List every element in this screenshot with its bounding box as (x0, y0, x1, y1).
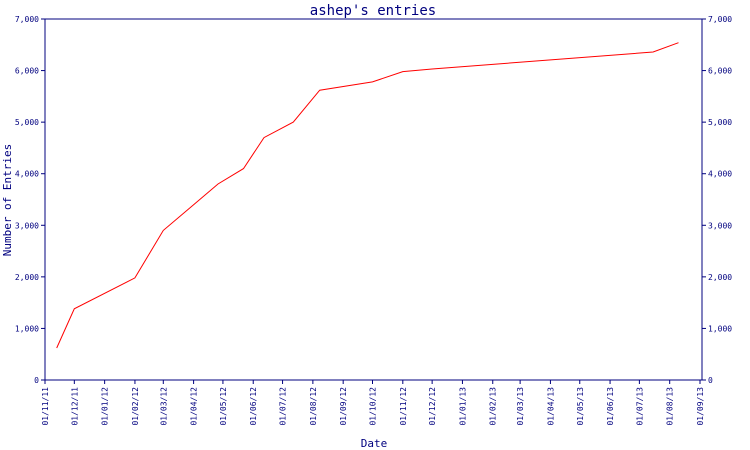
x-axis-label: Date (361, 437, 388, 450)
y-tick-label-left: 4,000 (15, 170, 39, 179)
x-tick-label: 01/05/13 (576, 387, 585, 426)
chart-title: ashep's entries (310, 3, 436, 19)
x-tick-label: 01/08/13 (666, 387, 675, 426)
x-tick-label: 01/11/12 (399, 387, 408, 426)
y-tick-label-right: 0 (708, 376, 713, 385)
x-tick-label: 01/10/12 (369, 387, 378, 426)
x-tick-label: 01/07/13 (635, 387, 644, 426)
y-tick-label-left: 5,000 (15, 118, 39, 127)
y-tick-label-left: 7,000 (15, 15, 39, 24)
x-tick-label: 01/04/13 (546, 387, 555, 426)
y-tick-label-left: 2,000 (15, 273, 39, 282)
plot-frame (44, 18, 703, 381)
y-tick-label-right: 5,000 (708, 118, 732, 127)
y-axis-label: Number of Entries (1, 144, 14, 257)
x-tick-label: 01/01/13 (458, 387, 467, 426)
x-tick-label: 01/05/12 (219, 387, 228, 426)
x-tick-label: 01/03/12 (159, 387, 168, 426)
x-tick-label: 01/09/12 (339, 387, 348, 426)
x-tick-label: 01/02/12 (131, 387, 140, 426)
y-tick-label-right: 4,000 (708, 170, 732, 179)
x-tick-label: 01/08/12 (309, 387, 318, 426)
x-tick-label: 01/01/12 (101, 387, 110, 426)
y-tick-label-right: 2,000 (708, 273, 732, 282)
y-tick-label-left: 0 (34, 376, 39, 385)
x-tick-label: 01/11/11 (41, 387, 50, 426)
x-tick-label: 01/03/13 (516, 387, 525, 426)
x-tick-label: 01/02/13 (489, 387, 498, 426)
y-tick-label-left: 6,000 (15, 67, 39, 76)
x-tick-label: 01/07/12 (279, 387, 288, 426)
x-tick-label: 01/09/13 (696, 387, 705, 426)
y-tick-label-right: 3,000 (708, 221, 732, 230)
x-tick-label: 01/06/12 (249, 387, 258, 426)
y-tick-label-right: 6,000 (708, 67, 732, 76)
x-tick-label: 01/12/12 (428, 387, 437, 426)
x-tick-label: 01/12/11 (70, 387, 79, 426)
y-tick-label-left: 3,000 (15, 221, 39, 230)
x-tick-label: 01/04/12 (190, 387, 199, 426)
y-tick-label-right: 7,000 (708, 15, 732, 24)
entries-series-line (56, 42, 679, 349)
series-layer (56, 42, 679, 349)
y-tick-label-left: 1,000 (15, 324, 39, 333)
x-tick-label: 01/06/13 (606, 387, 615, 426)
ticks: 0 0 1,000 1,000 2,000 2,000 3,000 3,000 4,000 4,0… (15, 15, 732, 426)
axes (44, 18, 703, 381)
y-tick-label-right: 1,000 (708, 324, 732, 333)
